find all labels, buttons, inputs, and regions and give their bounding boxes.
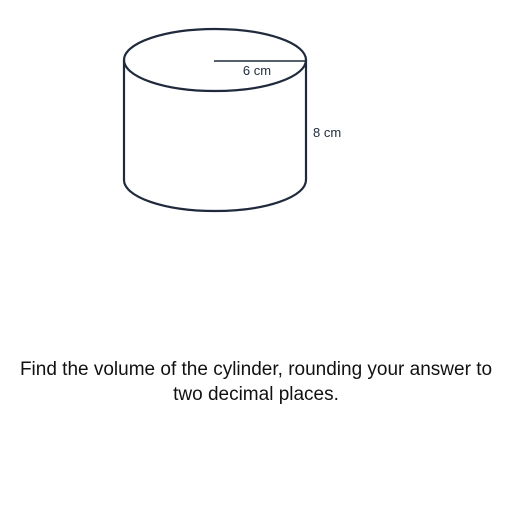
radius-label: 6 cm bbox=[243, 63, 271, 78]
height-label: 8 cm bbox=[313, 125, 341, 140]
question-text: Find the volume of the cylinder, roundin… bbox=[19, 359, 493, 405]
cylinder-bottom-arc bbox=[122, 178, 308, 213]
cylinder-diagram: 6 cm 8 cm bbox=[122, 27, 341, 213]
cylinder-top-ellipse bbox=[122, 27, 308, 93]
